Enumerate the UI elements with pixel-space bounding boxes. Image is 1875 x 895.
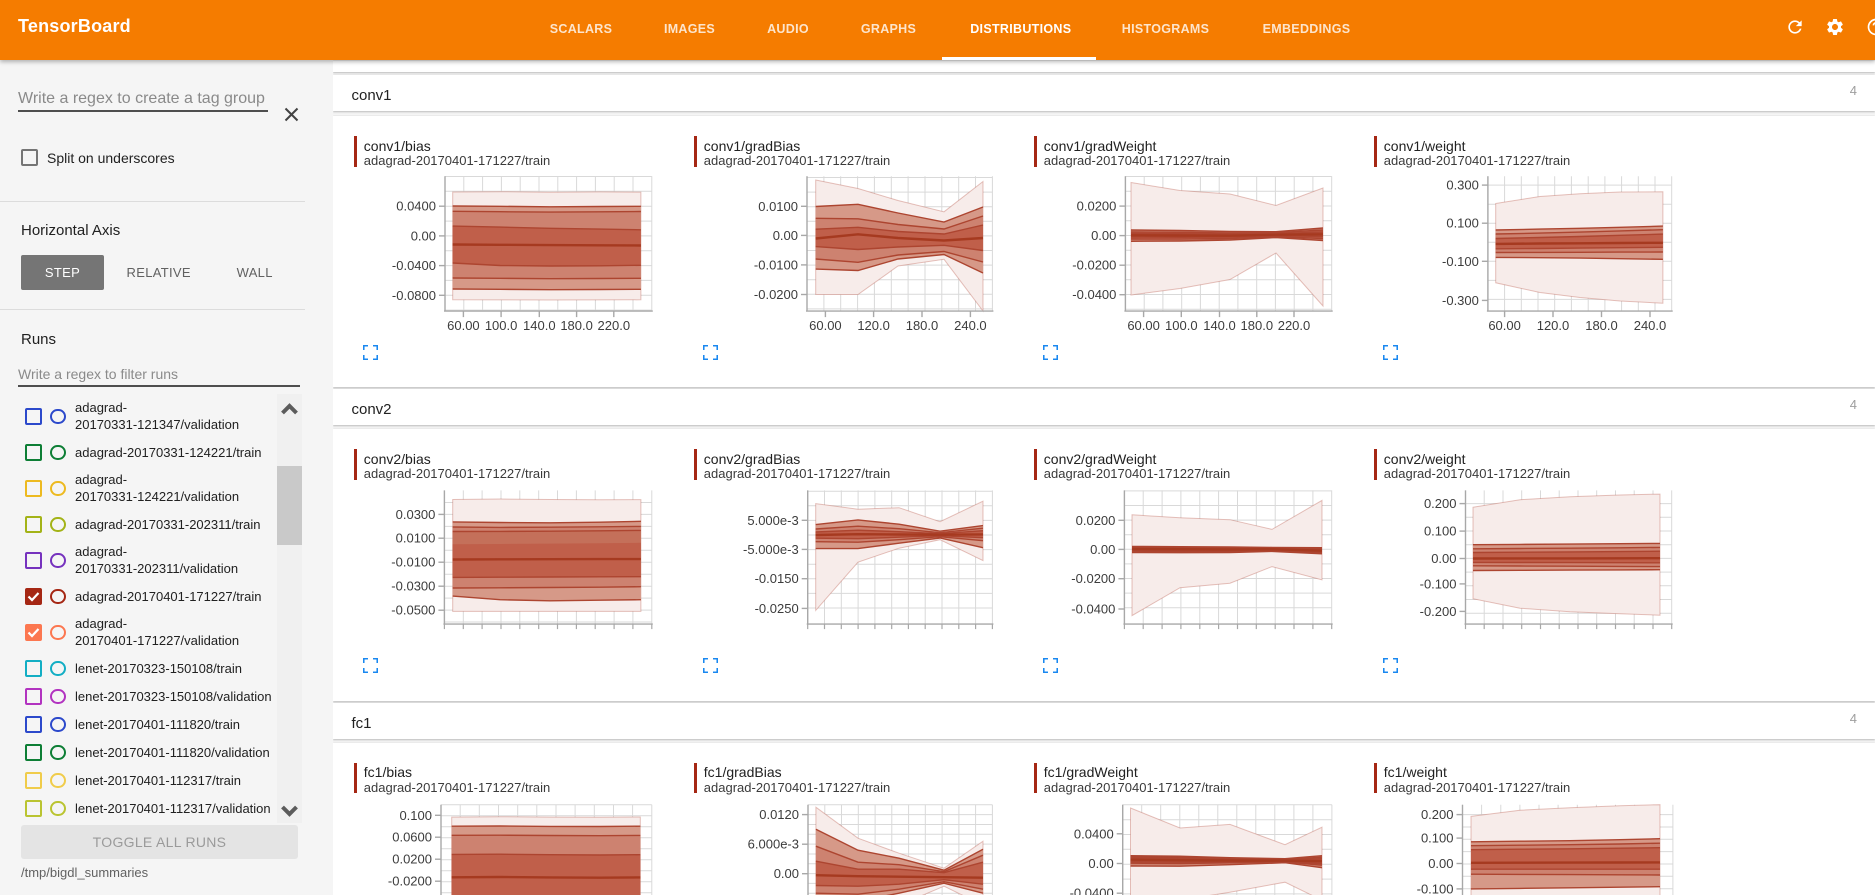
svg-text:220.0: 220.0 xyxy=(598,318,631,333)
svg-text:100.0: 100.0 xyxy=(485,318,518,333)
svg-text:100.0: 100.0 xyxy=(1165,318,1198,333)
svg-text:-0.0150: -0.0150 xyxy=(755,571,799,586)
svg-text:220.0: 220.0 xyxy=(1278,318,1311,333)
svg-text:240.0: 240.0 xyxy=(954,318,987,333)
svg-text:5.000e-3: 5.000e-3 xyxy=(747,513,798,528)
svg-text:-0.200: -0.200 xyxy=(1420,604,1457,619)
svg-text:-0.0200: -0.0200 xyxy=(388,873,432,888)
svg-text:-0.100: -0.100 xyxy=(1417,881,1454,895)
svg-text:-5.000e-3: -5.000e-3 xyxy=(743,542,799,557)
svg-text:0.00: 0.00 xyxy=(411,228,436,243)
svg-text:140.0: 140.0 xyxy=(523,318,556,333)
svg-text:0.0400: 0.0400 xyxy=(1074,826,1114,841)
svg-text:0.0200: 0.0200 xyxy=(1077,198,1117,213)
svg-text:0.00: 0.00 xyxy=(1091,228,1116,243)
svg-text:-0.0800: -0.0800 xyxy=(392,287,436,302)
svg-text:0.100: 0.100 xyxy=(1446,215,1479,230)
svg-text:60.00: 60.00 xyxy=(809,318,842,333)
svg-text:180.0: 180.0 xyxy=(1241,318,1274,333)
svg-text:-0.0100: -0.0100 xyxy=(754,257,798,272)
svg-text:0.00: 0.00 xyxy=(774,866,799,881)
svg-text:-0.300: -0.300 xyxy=(1442,292,1479,307)
svg-text:0.0100: 0.0100 xyxy=(758,198,798,213)
svg-text:0.00: 0.00 xyxy=(1090,542,1115,557)
svg-text:0.0600: 0.0600 xyxy=(392,829,432,844)
svg-text:-0.0250: -0.0250 xyxy=(755,601,799,616)
svg-text:-0.100: -0.100 xyxy=(1420,576,1457,591)
svg-text:0.00: 0.00 xyxy=(1428,856,1453,871)
svg-text:0.0300: 0.0300 xyxy=(396,507,436,522)
svg-text:-0.0400: -0.0400 xyxy=(1072,287,1116,302)
svg-text:-0.0200: -0.0200 xyxy=(1072,257,1116,272)
svg-text:0.00: 0.00 xyxy=(1431,551,1456,566)
svg-text:0.300: 0.300 xyxy=(1446,177,1479,192)
svg-text:0.200: 0.200 xyxy=(1424,496,1457,511)
svg-text:180.0: 180.0 xyxy=(1585,318,1618,333)
svg-text:-0.0400: -0.0400 xyxy=(392,258,436,273)
svg-text:180.0: 180.0 xyxy=(560,318,593,333)
svg-text:0.00: 0.00 xyxy=(773,227,798,242)
svg-text:0.00: 0.00 xyxy=(1088,856,1113,871)
svg-text:180.0: 180.0 xyxy=(906,318,939,333)
svg-text:0.100: 0.100 xyxy=(1421,830,1454,845)
svg-text:0.200: 0.200 xyxy=(1421,807,1454,822)
svg-text:0.0120: 0.0120 xyxy=(759,807,799,822)
svg-text:-0.100: -0.100 xyxy=(1442,253,1479,268)
svg-text:0.0200: 0.0200 xyxy=(1076,513,1116,528)
svg-text:-0.0200: -0.0200 xyxy=(1071,571,1115,586)
svg-text:140.0: 140.0 xyxy=(1203,318,1236,333)
svg-text:6.000e-3: 6.000e-3 xyxy=(748,836,799,851)
svg-text:-0.0500: -0.0500 xyxy=(391,602,435,617)
svg-text:0.100: 0.100 xyxy=(1424,523,1457,538)
svg-text:0.0200: 0.0200 xyxy=(392,851,432,866)
svg-text:240.0: 240.0 xyxy=(1634,318,1667,333)
svg-text:60.00: 60.00 xyxy=(1488,318,1521,333)
svg-text:-0.0300: -0.0300 xyxy=(391,578,435,593)
svg-text:120.0: 120.0 xyxy=(857,318,890,333)
svg-text:0.100: 0.100 xyxy=(399,808,432,823)
svg-text:60.00: 60.00 xyxy=(447,318,480,333)
svg-text:-0.0400: -0.0400 xyxy=(1070,885,1114,895)
svg-text:-0.0400: -0.0400 xyxy=(1071,601,1115,616)
svg-text:120.0: 120.0 xyxy=(1537,318,1570,333)
svg-text:-0.0200: -0.0200 xyxy=(754,287,798,302)
svg-text:-0.0100: -0.0100 xyxy=(391,554,435,569)
svg-text:60.00: 60.00 xyxy=(1127,318,1160,333)
svg-text:0.0100: 0.0100 xyxy=(396,530,436,545)
svg-text:0.0400: 0.0400 xyxy=(396,198,436,213)
